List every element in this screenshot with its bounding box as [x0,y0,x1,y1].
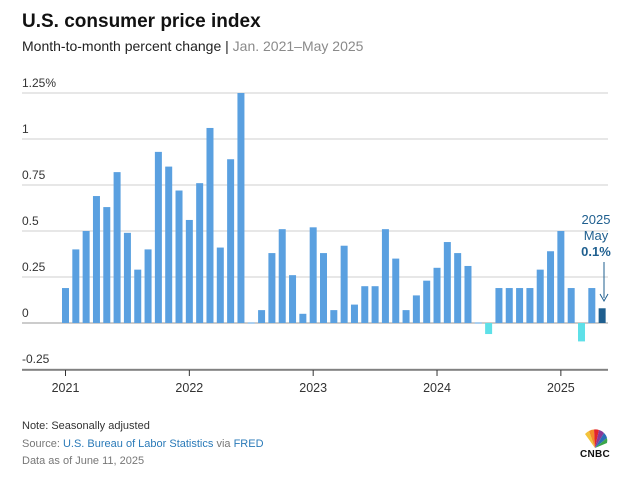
bar-2021-12 [175,190,183,323]
bar-2021-02 [72,249,80,323]
bar-2025-03 [578,323,585,342]
grid-layer: -0.25 0 0.25 0.5 0.75 1 1.25% [22,76,608,370]
bar-2023-07 [371,286,379,323]
x-tick-label: 2022 [175,381,203,395]
y-tick-label: 0.5 [22,214,39,228]
bar-2022-08 [258,310,266,323]
bar-2024-09 [516,288,524,323]
cpi-bar-chart: -0.25 0 0.25 0.5 0.75 1 1.25% 2021 2022 2023 2024… [22,76,611,395]
chart-subtitle: Month-to-month percent change | Jan. 202… [22,38,363,54]
chart-title: U.S. consumer price index [22,11,261,32]
bar-2022-11 [289,275,297,323]
bar-2021-09 [144,249,152,323]
bar-2025-01 [557,231,565,323]
bar-2021-08 [134,269,142,323]
bar-2022-07 [247,322,255,324]
bar-2021-03 [82,231,90,323]
bar-2022-06 [237,93,245,323]
bar-2022-04 [216,247,224,323]
bar-2021-11 [165,166,173,323]
bar-2022-02 [196,183,204,323]
logo-text: CNBC [579,449,611,460]
x-tick-label: 2021 [52,381,80,395]
subtitle-main: Month-to-month percent change | [22,38,233,54]
bar-2021-05 [103,207,111,323]
x-tick-label: 2023 [299,381,327,395]
bar-2022-03 [206,127,214,324]
bar-2022-01 [185,219,193,323]
bar-2024-12 [547,251,555,323]
x-axis: 2021 2022 2023 2024 2025 [22,369,608,395]
bar-2021-06 [113,172,121,323]
source-bls-link[interactable]: U.S. Bureau of Labor Statistics [62,438,214,450]
bar-2021-07 [123,232,131,323]
x-tick-label: 2025 [547,381,575,395]
bar-2024-04 [464,265,472,323]
bar-2025-02 [567,288,575,323]
bar-2023-12 [423,280,431,323]
y-tick-label: 0.75 [22,168,46,182]
bars-layer [62,93,606,342]
bar-2023-10 [402,310,410,323]
bar-2024-08 [505,288,513,323]
annotation-arrow-head [599,293,609,303]
y-tick-label: -0.25 [22,352,50,366]
bar-2021-10 [154,151,162,323]
source-line: Source: U.S. Bureau of Labor Statistics … [22,438,264,450]
bar-2024-02 [443,242,451,323]
bar-2024-03 [454,253,462,323]
subtitle-date-range: Jan. 2021–May 2025 [232,38,364,54]
annotation-value: 0.1% [581,244,611,259]
bar-2023-01 [309,227,317,323]
peacock-icon [585,429,608,448]
bar-2023-08 [381,229,389,323]
footnote: Note: Seasonally adjusted [22,420,150,432]
y-tick-label: 0 [22,306,29,320]
data-as-of: Data as of June 11, 2025 [22,455,145,467]
bar-2022-05 [227,159,235,323]
bar-2023-06 [361,286,369,323]
bar-2022-10 [278,229,286,323]
bar-2025-04 [588,288,596,323]
bar-2024-07 [495,288,503,323]
bar-2023-05 [350,304,358,323]
bar-2023-04 [340,245,348,323]
bar-2021-04 [92,196,100,323]
bar-2023-09 [392,258,400,323]
annotation-year: 2025 [582,212,611,227]
y-tick-label: 1 [22,122,29,136]
bar-2022-12 [299,313,307,323]
bar-2025-05 [598,308,606,323]
bar-2021-01 [62,288,69,323]
cnbc-logo: CNBC [574,428,616,462]
bar-2024-10 [526,288,534,323]
source-fred-link[interactable]: FRED [233,438,264,450]
source-via: via [213,438,234,450]
bar-2024-11 [536,269,544,323]
bar-2024-01 [433,267,441,323]
y-tick-label: 1.25% [22,76,56,90]
bar-2024-06 [485,323,493,335]
y-tick-label: 0.25 [22,260,46,274]
latest-annotation: 2025 May 0.1% [581,212,611,303]
x-tick-label: 2024 [423,381,451,395]
annotation-month: May [584,228,609,243]
bar-2023-11 [412,295,420,323]
bar-2023-02 [320,253,327,323]
bar-2023-03 [330,310,338,323]
bar-2024-05 [474,322,482,324]
source-prefix: Source: [22,438,63,450]
bar-2022-09 [268,253,276,323]
